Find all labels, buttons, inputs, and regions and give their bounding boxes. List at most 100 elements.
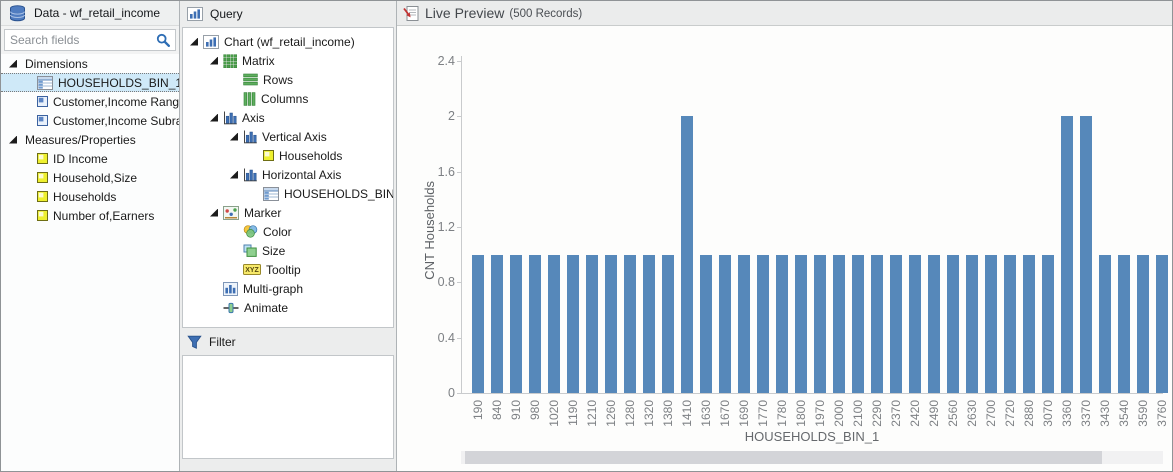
bar[interactable] [1061, 116, 1073, 393]
y-tick-mark [457, 282, 461, 283]
x-tick-label: 1970 [812, 400, 827, 427]
scrollbar-thumb[interactable] [465, 451, 1102, 464]
bar[interactable] [567, 255, 579, 393]
y-tick-mark [457, 116, 461, 117]
axis-icon [223, 111, 237, 125]
expand-arrow-icon[interactable] [230, 132, 238, 141]
bar[interactable] [700, 255, 712, 393]
x-tick-label: 2370 [888, 400, 903, 427]
bar[interactable] [928, 255, 940, 393]
x-tick-label: 1630 [698, 400, 713, 427]
y-tick-mark [457, 393, 461, 394]
bar[interactable] [814, 255, 826, 393]
field-item-customer-income-subrang[interactable]: Customer,Income Subrang [1, 111, 179, 130]
field-item-customer-income-range[interactable]: Customer,Income Range [1, 92, 179, 111]
query-tree-item-vertical-axis[interactable]: Vertical Axis [183, 127, 393, 146]
filter-drop-area[interactable] [182, 355, 394, 459]
query-tree-item-animate[interactable]: Animate [183, 298, 393, 317]
query-tree-item-households[interactable]: Households [183, 146, 393, 165]
x-tick-label: 1770 [755, 400, 770, 427]
x-tick-label: 2490 [926, 400, 941, 427]
search-input[interactable] [10, 33, 156, 47]
data-panel-header: Data - wf_retail_income [1, 1, 179, 26]
expand-arrow-icon[interactable] [9, 135, 17, 144]
bar[interactable] [719, 255, 731, 393]
field-item-id-income[interactable]: ID Income [1, 149, 179, 168]
query-tree-item-size[interactable]: Size [183, 241, 393, 260]
bar[interactable] [1023, 255, 1035, 393]
bar[interactable] [624, 255, 636, 393]
query-tree-item-rows[interactable]: Rows [183, 70, 393, 89]
x-tick-label: 980 [527, 400, 542, 421]
bar[interactable] [586, 255, 598, 393]
bar[interactable] [643, 255, 655, 393]
live-preview-panel: Live Preview (500 Records) CNT Household… [397, 1, 1172, 471]
bar[interactable] [871, 255, 883, 393]
bar[interactable] [966, 255, 978, 393]
x-tick-label: 1380 [660, 400, 675, 427]
bar[interactable] [947, 255, 959, 393]
bar[interactable] [548, 255, 560, 393]
bar[interactable] [1137, 255, 1149, 393]
query-tree-item-marker[interactable]: Marker [183, 203, 393, 222]
bar[interactable] [909, 255, 921, 393]
field-group-dimensions[interactable]: Dimensions [1, 54, 179, 73]
bar[interactable] [472, 255, 484, 393]
expand-arrow-icon[interactable] [9, 59, 17, 68]
expand-arrow-icon[interactable] [210, 113, 218, 122]
preview-record-count: (500 Records) [509, 7, 583, 20]
bar[interactable] [776, 255, 788, 393]
bar[interactable] [1004, 255, 1016, 393]
bar[interactable] [1156, 255, 1168, 393]
bar[interactable] [852, 255, 864, 393]
bar[interactable] [529, 255, 541, 393]
bar[interactable] [1042, 255, 1054, 393]
expand-arrow-icon[interactable] [210, 56, 218, 65]
bar[interactable] [1118, 255, 1130, 393]
query-tree-item-households-bin-1[interactable]: HOUSEHOLDS_BIN_1 [183, 184, 393, 203]
search-icon[interactable] [156, 33, 170, 47]
bar[interactable] [985, 255, 997, 393]
query-tree-item-chart-wf-retail-income[interactable]: Chart (wf_retail_income) [183, 32, 393, 51]
filter-funnel-icon [187, 335, 202, 350]
field-item-households-bin-1[interactable]: HOUSEHOLDS_BIN_1 [1, 73, 179, 92]
x-tick-label: 2880 [1021, 400, 1036, 427]
x-tick-label: 3760 [1154, 400, 1169, 427]
table-icon [263, 186, 279, 201]
field-group-measures-properties[interactable]: Measures/Properties [1, 130, 179, 149]
horizontal-scrollbar[interactable] [461, 451, 1163, 464]
bar[interactable] [757, 255, 769, 393]
y-tick-label: 2 [448, 109, 455, 123]
measure-icon [263, 150, 274, 161]
bar[interactable] [605, 255, 617, 393]
expand-arrow-icon[interactable] [210, 208, 218, 217]
y-tick-label: 1.6 [437, 165, 455, 179]
query-tree-item-color[interactable]: Color [183, 222, 393, 241]
bar[interactable] [833, 255, 845, 393]
tooltip-icon: XYZ [243, 264, 261, 275]
query-tree-item-tooltip[interactable]: XYZ Tooltip [183, 260, 393, 279]
bar[interactable] [738, 255, 750, 393]
query-tree-item-horizontal-axis[interactable]: Horizontal Axis [183, 165, 393, 184]
bar[interactable] [1099, 255, 1111, 393]
bar[interactable] [491, 255, 503, 393]
query-tree-item-matrix[interactable]: Matrix [183, 51, 393, 70]
bar[interactable] [681, 116, 693, 393]
field-item-households[interactable]: Households [1, 187, 179, 206]
query-tree-item-columns[interactable]: Columns [183, 89, 393, 108]
filter-header: Filter [180, 330, 396, 354]
expand-arrow-icon[interactable] [230, 170, 238, 179]
field-item-household-size[interactable]: Household,Size [1, 168, 179, 187]
bar[interactable] [510, 255, 522, 393]
query-tree-item-multi-graph[interactable]: Multi-graph [183, 279, 393, 298]
bar[interactable] [890, 255, 902, 393]
y-axis-line [461, 56, 462, 394]
measure-icon [37, 172, 48, 183]
bar[interactable] [1080, 116, 1092, 393]
field-item-number-of-earners[interactable]: Number of,Earners [1, 206, 179, 225]
x-tick-label: 1670 [717, 400, 732, 427]
bar[interactable] [795, 255, 807, 393]
query-tree-item-axis[interactable]: Axis [183, 108, 393, 127]
expand-arrow-icon[interactable] [190, 37, 198, 46]
bar[interactable] [662, 255, 674, 393]
